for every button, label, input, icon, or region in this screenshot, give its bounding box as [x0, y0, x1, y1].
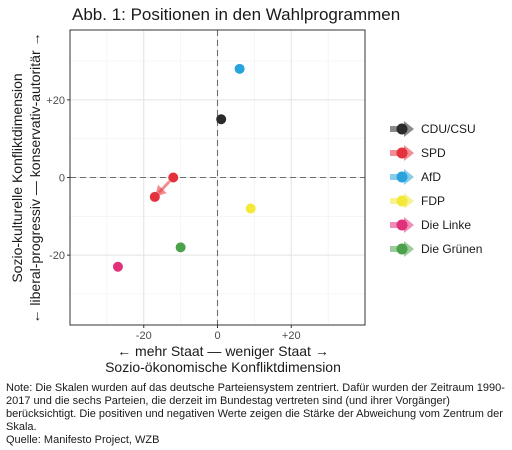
x-axis-title-line2: Sozio-ökonomische Konfliktdimension — [105, 359, 341, 375]
x-tick-label: +20 — [282, 330, 301, 342]
legend-key-afd — [396, 171, 408, 183]
y-axis-ticks: +20 0 -20 — [46, 95, 70, 262]
data-point-cdu-csu — [216, 114, 227, 125]
legend-key-cdu-csu — [396, 123, 408, 135]
x-tick-label: -20 — [136, 330, 152, 342]
chart-title: Abb. 1: Positionen in den Wahlprogrammen — [72, 5, 400, 24]
legend-label-spd: SPD — [421, 146, 446, 160]
footnote: Note: Die Skalen wurden auf das deutsche… — [6, 382, 506, 447]
legend-key-die-linke — [396, 219, 408, 231]
plot-panel — [69, 29, 366, 326]
data-point-die-grünen — [175, 242, 186, 253]
legend-key-die-grünen — [396, 243, 408, 255]
y-tick-label: +20 — [46, 95, 65, 107]
data-point-afd — [234, 63, 245, 74]
legend-label-afd: AfD — [421, 170, 441, 184]
legend: CDU/CSU SPD AfD FDP Die Linke Die Grünen — [390, 121, 482, 257]
legend-label-fdp: FDP — [421, 194, 445, 208]
legend-label-cdu-csu: CDU/CSU — [421, 122, 476, 136]
y-tick-label: -20 — [49, 250, 65, 262]
x-tick-label: 0 — [214, 330, 220, 342]
y-axis-title-line2: ← liberal-progressiv — konservativ-autor… — [27, 33, 43, 324]
footnote-text: Note: Die Skalen wurden auf das deutsche… — [6, 382, 505, 433]
y-tick-label: 0 — [59, 173, 65, 185]
legend-key-spd — [396, 147, 408, 159]
footnote-source: Quelle: Manifesto Project, WZB — [6, 434, 160, 446]
scatter-chart: Abb. 1: Positionen in den Wahlprogrammen… — [9, 5, 482, 375]
data-point-die-linke — [112, 261, 123, 272]
data-point-fdp — [245, 203, 256, 214]
y-axis-title-line1: Sozio-kulturelle Konfliktdimension — [9, 73, 25, 282]
legend-label-die-linke: Die Linke — [421, 218, 471, 232]
x-axis-ticks: -20 0 +20 — [136, 325, 301, 342]
legend-label-die-grünen: Die Grünen — [421, 242, 482, 256]
legend-key-fdp — [396, 195, 408, 207]
x-axis-title-line1: ← mehr Staat — weniger Staat → — [117, 343, 329, 359]
data-point-spd — [168, 172, 179, 183]
data-point-spd — [149, 191, 160, 202]
